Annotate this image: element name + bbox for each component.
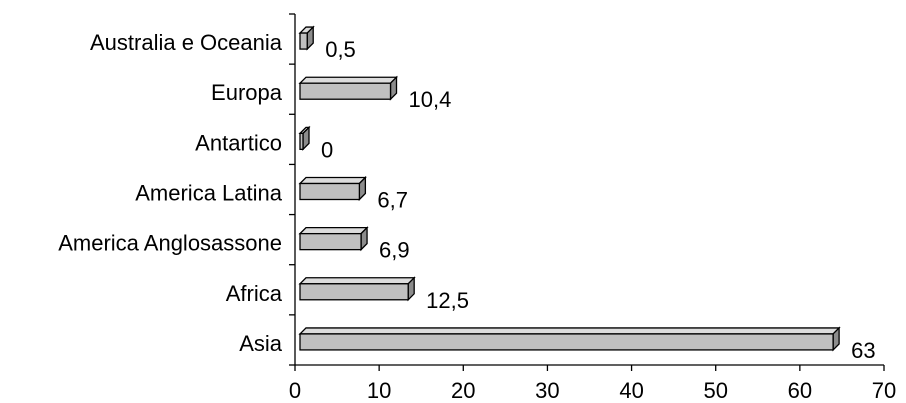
x-tick-label: 40 bbox=[619, 378, 643, 403]
category-label: Europa bbox=[211, 80, 283, 105]
bar-5 bbox=[298, 226, 369, 252]
category-label: Australia e Oceania bbox=[90, 30, 283, 55]
category-label: Africa bbox=[226, 281, 283, 306]
data-label: 12,5 bbox=[426, 288, 469, 313]
bar-front-face bbox=[299, 132, 304, 151]
category-label: Antartico bbox=[195, 130, 282, 155]
bar-front-face bbox=[299, 283, 409, 301]
bar-6 bbox=[298, 276, 416, 302]
x-tick-label: 30 bbox=[535, 378, 559, 403]
bar-top-face bbox=[298, 226, 369, 235]
bar-front-face bbox=[299, 82, 392, 100]
bar-front-face bbox=[299, 182, 361, 201]
bar-front-face bbox=[299, 333, 834, 351]
bar-7 bbox=[298, 326, 841, 352]
bar-front-face bbox=[299, 32, 308, 50]
x-tick-label: 70 bbox=[872, 378, 896, 403]
bar-top-face bbox=[298, 327, 841, 335]
x-tick-label: 0 bbox=[289, 378, 301, 403]
data-label: 10,4 bbox=[409, 87, 452, 112]
bar-top-face bbox=[298, 76, 399, 84]
x-tick-label: 10 bbox=[367, 378, 391, 403]
data-label: 0,5 bbox=[325, 37, 356, 62]
category-label: America Latina bbox=[135, 181, 283, 206]
bar-3 bbox=[298, 125, 311, 151]
category-label: Asia bbox=[239, 331, 283, 356]
category-label: America Anglosassone bbox=[58, 231, 282, 256]
data-label: 0 bbox=[321, 137, 333, 162]
x-tick-label: 60 bbox=[788, 378, 812, 403]
bar-top-face bbox=[298, 277, 416, 285]
x-tick-label: 50 bbox=[703, 378, 727, 403]
data-label: 6,7 bbox=[377, 188, 408, 213]
bar-front-face bbox=[299, 232, 362, 251]
x-tick-label: 20 bbox=[451, 378, 475, 403]
data-label: 6,9 bbox=[379, 238, 410, 263]
bar-4 bbox=[298, 175, 367, 202]
bar-1 bbox=[298, 25, 315, 51]
bar-top-face bbox=[298, 176, 367, 185]
bar-2 bbox=[298, 75, 399, 101]
data-label: 63 bbox=[851, 338, 875, 363]
